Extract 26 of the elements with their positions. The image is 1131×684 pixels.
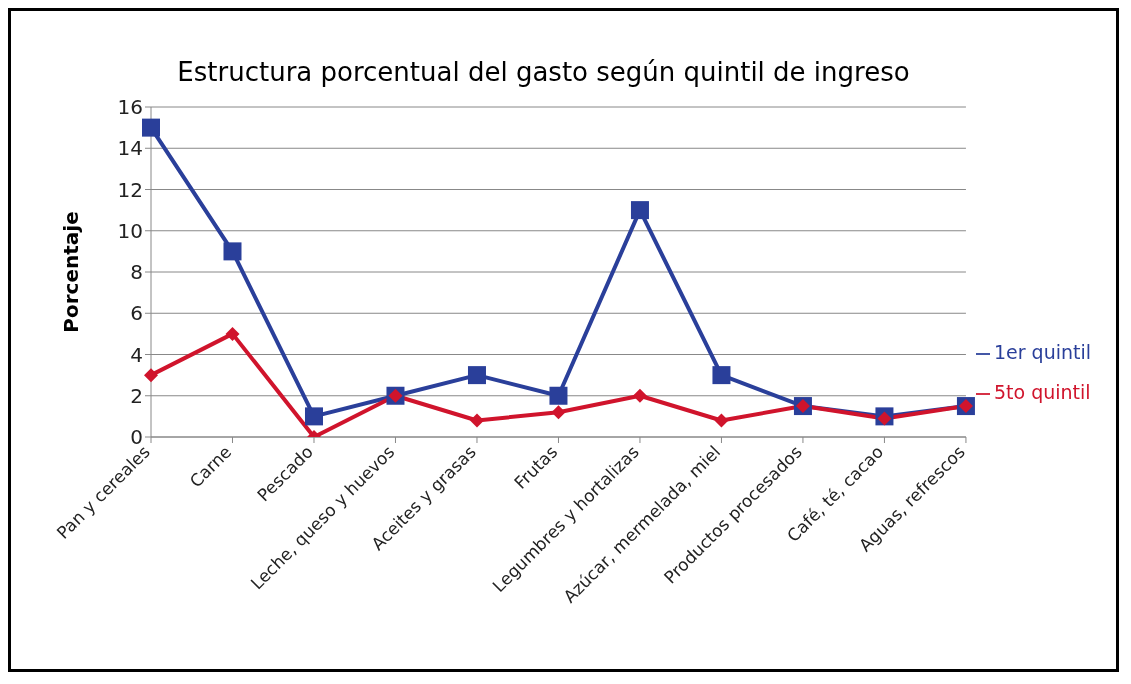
y-tick-label: 8 bbox=[130, 260, 143, 285]
point bbox=[714, 413, 729, 428]
point bbox=[225, 326, 240, 341]
point bbox=[630, 201, 649, 220]
point bbox=[551, 405, 566, 420]
point bbox=[632, 388, 647, 403]
legend-label: 5to quintil bbox=[993, 381, 1091, 403]
y-axis-title: Porcentaje bbox=[59, 211, 84, 333]
y-tick-label: 10 bbox=[117, 218, 143, 243]
y-tick-label: 12 bbox=[117, 177, 143, 202]
point bbox=[142, 118, 160, 137]
point bbox=[469, 413, 484, 428]
legend-label: 1er quintil bbox=[993, 341, 1091, 363]
y-tick-label: 6 bbox=[130, 301, 143, 326]
y-tick-label: 16 bbox=[117, 95, 143, 120]
y-tick-label: 14 bbox=[117, 136, 143, 161]
point bbox=[877, 411, 892, 426]
point bbox=[712, 366, 731, 385]
point bbox=[144, 368, 158, 383]
point bbox=[467, 366, 486, 385]
y-tick-label: 2 bbox=[130, 383, 143, 408]
point bbox=[223, 242, 242, 261]
point bbox=[549, 386, 568, 405]
point bbox=[304, 407, 323, 426]
y-tick-label: 4 bbox=[130, 342, 143, 367]
chart-title: Estructura porcentual del gasto según quintil de ingreso bbox=[176, 57, 911, 87]
